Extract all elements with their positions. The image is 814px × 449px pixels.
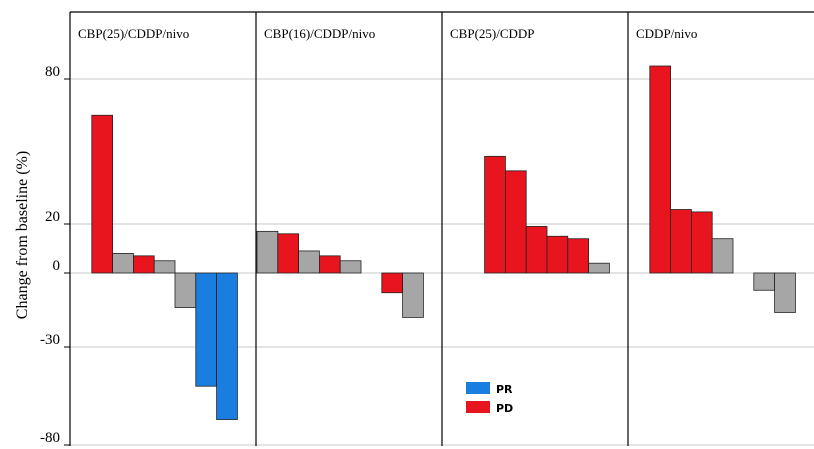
bar [256, 230, 279, 274]
bar [484, 155, 506, 274]
bar [546, 235, 569, 274]
bar [174, 272, 197, 308]
y-tick-label: -80 [40, 430, 60, 446]
bar [195, 272, 218, 387]
panel-title: CBP(16)/CDDP/nivo [264, 26, 375, 41]
bar [298, 250, 320, 274]
panel-frames [69, 11, 814, 446]
bar [588, 262, 610, 274]
bar [504, 170, 527, 274]
bar [318, 255, 341, 274]
legend-swatch [466, 382, 490, 394]
bar [91, 114, 114, 274]
bar [691, 211, 713, 274]
panel-title: CDDP/nivo [636, 26, 697, 41]
y-tick-label: 20 [45, 209, 60, 225]
bar [381, 272, 403, 294]
bar [711, 238, 734, 274]
y-tick-label: 0 [53, 258, 61, 274]
bar [153, 260, 176, 274]
legend: PR PD [466, 382, 513, 415]
bar [402, 272, 424, 318]
bars [91, 65, 796, 420]
bar [774, 272, 796, 313]
panel-title: CBP(25)/CDDP/nivo [78, 26, 189, 41]
legend-label: PR [496, 383, 513, 396]
y-axis-label: Change from baseline (%) [14, 151, 31, 319]
bar [277, 233, 299, 274]
legend-label: PD [496, 402, 513, 415]
y-tick-label: 80 [45, 64, 60, 80]
bar [670, 209, 692, 274]
panel-title: CBP(25)/CDDP [450, 26, 535, 41]
bar [753, 272, 775, 291]
bar [649, 65, 671, 274]
y-tick-label: -30 [40, 332, 60, 348]
bar [525, 226, 548, 274]
panel-titles: CBP(25)/CDDP/nivo CBP(16)/CDDP/nivo CBP(25… [78, 26, 697, 41]
bar [132, 255, 155, 274]
bar [216, 272, 238, 420]
bar [112, 252, 134, 274]
bar [339, 260, 362, 274]
bar [567, 238, 589, 274]
y-axis-ticks: 80 20 0 -30 -80 [40, 64, 70, 446]
legend-swatch [466, 401, 490, 413]
